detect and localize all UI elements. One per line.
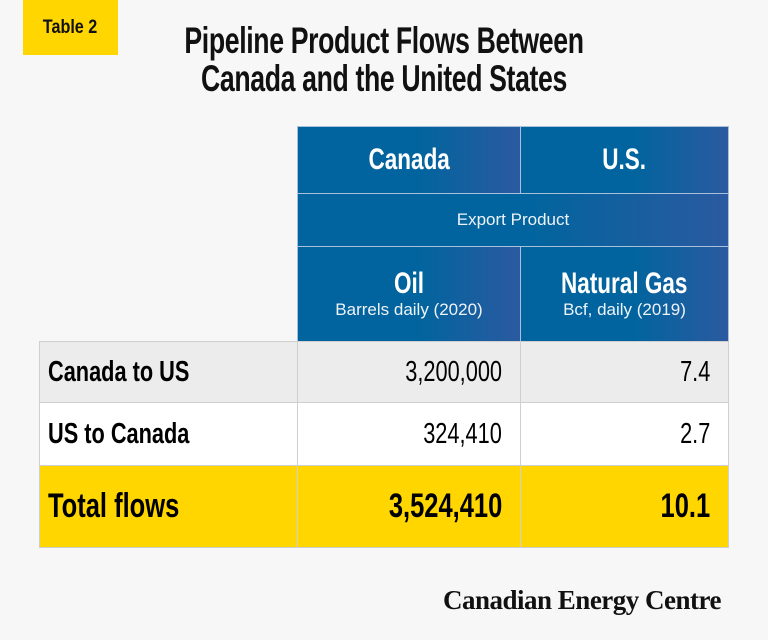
table-badge: Table 2	[23, 0, 118, 55]
canadian-energy-centre-logo: Canadian Energy Centre	[443, 585, 722, 615]
column-header-canada: Canada	[297, 126, 521, 194]
cell-oil-canada-to-us: 3,200,000	[297, 341, 521, 403]
cell-gas-total: 10.1	[520, 465, 729, 548]
cell-gas-us-to-canada: 2.7	[520, 402, 729, 466]
cell-oil-total: 3,524,410	[297, 465, 521, 548]
row-label-total-flows: Total flows	[39, 465, 298, 548]
title-line-2: Canada and the United States	[201, 58, 567, 99]
column-header-us: U.S.	[520, 126, 729, 194]
cell-gas-canada-to-us: 7.4	[520, 341, 729, 403]
cell-oil-us-to-canada: 324,410	[297, 402, 521, 466]
row-label-canada-to-us: Canada to US	[39, 341, 298, 403]
product-header-oil: Oil Barrels daily (2020)	[297, 246, 521, 342]
title-line-1: Pipeline Product Flows Between	[184, 20, 584, 61]
row-label-us-to-canada: US to Canada	[39, 402, 298, 466]
page-title: Pipeline Product Flows Between Canada an…	[84, 22, 684, 98]
group-header-export-product: Export Product	[297, 193, 729, 247]
product-header-natural-gas: Natural Gas Bcf, daily (2019)	[520, 246, 729, 342]
